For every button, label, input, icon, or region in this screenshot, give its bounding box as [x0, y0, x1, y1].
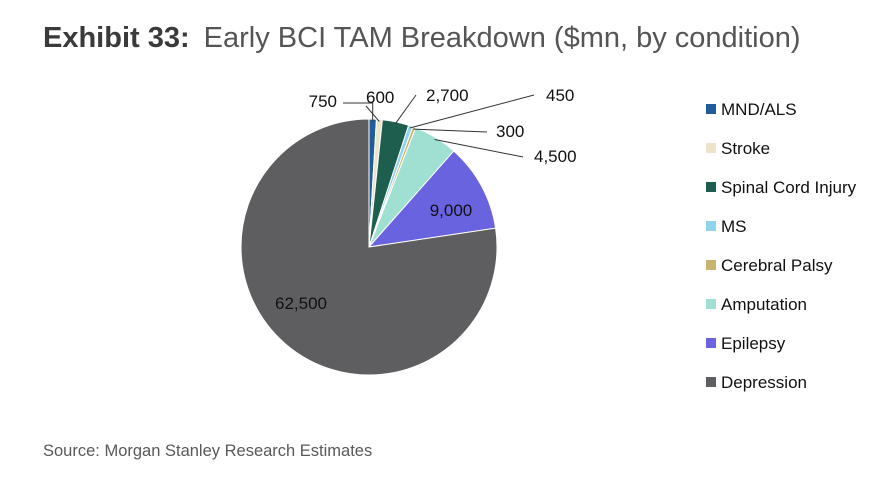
leader-lines: [343, 94, 535, 158]
data-label-cerebral-palsy: 300: [496, 122, 524, 141]
data-label-amputation: 4,500: [534, 147, 577, 166]
data-label-epilepsy: 9,000: [430, 201, 473, 220]
legend-label-epilepsy: Epilepsy: [721, 334, 786, 353]
legend-label-amputation: Amputation: [721, 295, 807, 314]
leader-line-cerebral-palsy: [413, 128, 488, 133]
exhibit-number: Exhibit 33:: [43, 22, 190, 54]
legend-swatch-mnd-als: [706, 104, 716, 114]
legend-label-stroke: Stroke: [721, 139, 770, 158]
legend-swatch-depression: [706, 377, 716, 387]
legend-swatch-ms: [706, 221, 716, 231]
legend-swatch-amputation: [706, 299, 716, 309]
source-note: Source: Morgan Stanley Research Estimate…: [43, 442, 373, 460]
pie-chart: 750 600 2,700 450 300 4,500 9,000 62,500 MND/AL…: [240, 86, 857, 392]
legend-swatch-stroke: [706, 143, 716, 153]
legend-label-spinal-cord-injury: Spinal Cord Injury: [721, 178, 857, 197]
legend-swatch-epilepsy: [706, 338, 716, 348]
legend-label-cerebral-palsy: Cerebral Palsy: [721, 256, 833, 275]
leader-line-amputation: [434, 139, 524, 158]
legend-swatch-spinal-cord-injury: [706, 182, 716, 192]
legend: MND/ALS Stroke Spinal Cord Injury MS Cerebra…: [706, 100, 857, 392]
data-label-stroke: 600: [366, 88, 394, 107]
pie-slices: [240, 118, 498, 376]
exhibit-title: Exhibit 33: Early BCI TAM Breakdown ($mn,…: [43, 22, 801, 55]
legend-label-depression: Depression: [721, 373, 807, 392]
pie-slice-depression: [240, 118, 498, 376]
legend-label-ms: MS: [721, 217, 747, 236]
legend-label-mnd-als: MND/ALS: [721, 100, 797, 119]
data-label-depression: 62,500: [275, 294, 327, 313]
chart-title: Early BCI TAM Breakdown ($mn, by conditi…: [203, 22, 801, 54]
pie-slice-epilepsy: [367, 150, 497, 248]
leader-line-stroke: [365, 105, 380, 122]
data-labels: 750 600 2,700 450 300 4,500 9,000 62,500: [275, 86, 577, 313]
leader-line-spinal-cord-injury: [394, 94, 417, 125]
leader-line-mnd-als: [343, 102, 374, 122]
data-label-ms: 450: [546, 86, 574, 105]
data-label-spinal-cord-injury: 2,700: [426, 86, 469, 105]
data-label-mnd-als: 750: [309, 92, 337, 111]
leader-line-ms: [409, 94, 535, 129]
legend-swatch-cerebral-palsy: [706, 260, 716, 270]
